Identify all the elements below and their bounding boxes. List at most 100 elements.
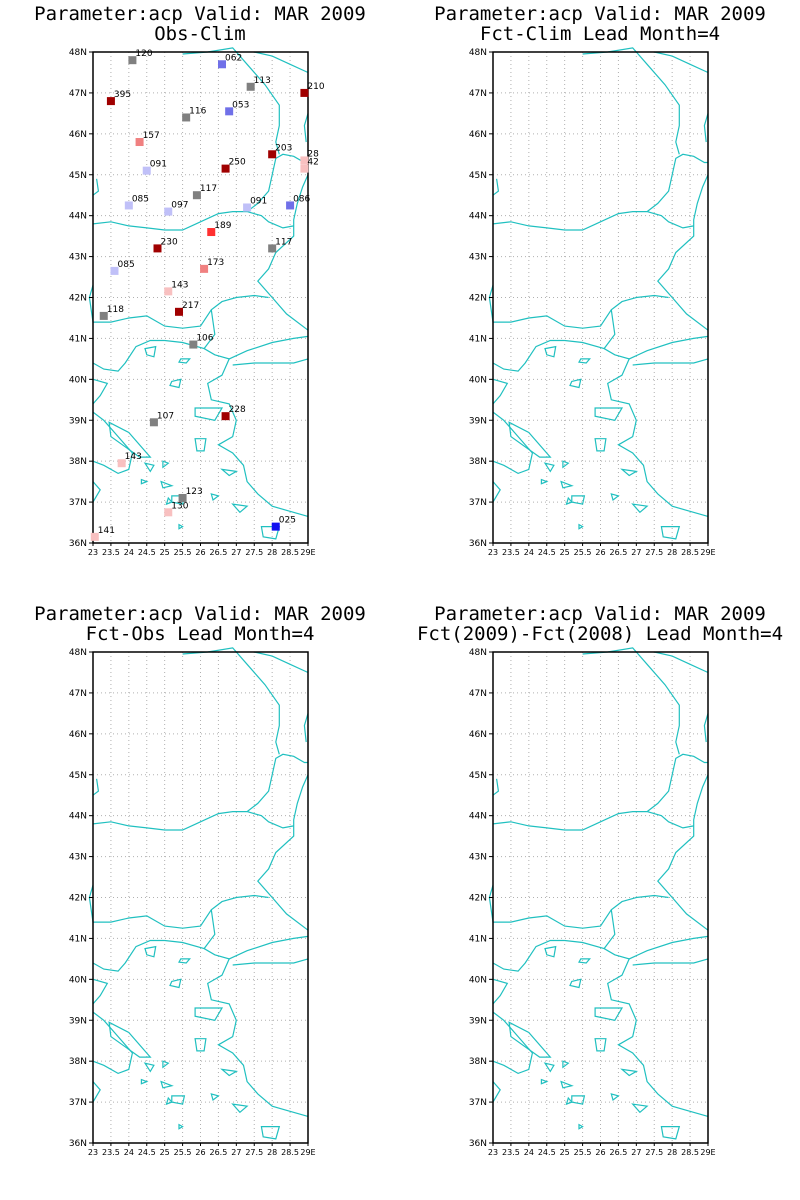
- lat-tick-label: 38N: [69, 457, 87, 467]
- station-marker: [221, 412, 230, 421]
- island-outline: [565, 496, 573, 506]
- island-outline: [571, 1095, 586, 1105]
- lat-tick-label: 38N: [469, 457, 487, 467]
- station-marker: [128, 56, 137, 65]
- island-outline: [578, 958, 592, 964]
- island-outline: [594, 407, 624, 421]
- coastline: [303, 713, 309, 743]
- station-marker: [286, 201, 295, 210]
- coastline: [657, 774, 709, 931]
- station-value-label: 130: [171, 501, 188, 511]
- island-outline: [140, 1078, 149, 1085]
- station-marker: [164, 207, 173, 216]
- lat-tick-label: 41N: [69, 334, 87, 344]
- station-value-label: 230: [161, 237, 178, 247]
- map-canvas: 48N47N46N45N44N43N42N41N40N39N38N37N36N2…: [469, 647, 716, 1157]
- map-panel-obs-clim: Parameter:acp Valid: MAR 2009 Obs-Clim 4…: [0, 0, 400, 600]
- lon-tick-label: 24: [124, 548, 134, 557]
- lat-tick-label: 36N: [69, 539, 87, 549]
- station-marker: [142, 166, 151, 175]
- map-canvas: 48N47N46N45N44N43N42N41N40N39N38N37N36N2…: [469, 47, 716, 557]
- lat-tick-label: 44N: [69, 212, 87, 222]
- lat-tick-label: 37N: [469, 1098, 487, 1108]
- lat-tick-label: 48N: [469, 648, 487, 658]
- station-marker: [207, 228, 216, 237]
- coastline: [228, 935, 309, 960]
- station-marker: [300, 156, 309, 165]
- coastline: [93, 294, 269, 329]
- lat-tick-label: 46N: [69, 730, 87, 740]
- island-outline: [543, 1062, 555, 1073]
- lon-tick-label: 26.5: [610, 1148, 628, 1157]
- lat-tick-label: 46N: [469, 730, 487, 740]
- lon-tick-label: 27: [231, 1148, 241, 1157]
- island-outline: [220, 468, 239, 477]
- island-outline: [194, 1007, 224, 1021]
- station-marker: [164, 287, 173, 296]
- lon-tick-label: 24: [124, 1148, 134, 1157]
- lon-tick-label: 26.5: [210, 1148, 228, 1157]
- station-value-label: 053: [232, 100, 249, 110]
- island-outline: [194, 407, 224, 421]
- lon-tick-label: 29E: [700, 1148, 715, 1157]
- lat-tick-label: 42N: [469, 894, 487, 904]
- station-value-label: 123: [186, 487, 203, 497]
- island-outline: [231, 503, 249, 514]
- coastline: [628, 335, 709, 360]
- lat-tick-label: 43N: [469, 253, 487, 263]
- coastline: [632, 958, 709, 966]
- island-outline: [560, 480, 574, 489]
- coastline: [582, 647, 680, 755]
- lat-tick-label: 43N: [69, 253, 87, 263]
- panel-title: Parameter:acp Valid: MAR 2009: [34, 3, 366, 25]
- coastline: [182, 647, 280, 755]
- coastline: [654, 651, 709, 674]
- station-value-label: 107: [157, 411, 174, 421]
- lat-tick-label: 43N: [69, 853, 87, 863]
- lat-tick-label: 47N: [69, 689, 87, 699]
- island-outline: [620, 468, 639, 477]
- island-outline: [631, 503, 649, 514]
- coastlines: [88, 647, 309, 1140]
- lat-tick-label: 41N: [469, 334, 487, 344]
- station-value-label: 141: [98, 526, 115, 536]
- island-outline: [544, 345, 557, 358]
- island-outline: [508, 1021, 552, 1058]
- lat-tick-label: 38N: [469, 1057, 487, 1067]
- island-outline: [610, 1093, 620, 1102]
- lon-tick-label: 23: [88, 1148, 98, 1157]
- island-outline: [540, 1078, 549, 1085]
- lat-tick-label: 39N: [469, 416, 487, 426]
- lat-tick-label: 43N: [469, 853, 487, 863]
- station-value-label: 097: [171, 201, 188, 211]
- lat-tick-label: 44N: [469, 812, 487, 822]
- coastline: [492, 378, 509, 405]
- station-value-label: 189: [214, 221, 231, 231]
- island-outline: [178, 523, 184, 530]
- island-outline: [108, 421, 152, 458]
- station-value-label: 091: [150, 160, 167, 170]
- island-outline: [162, 460, 170, 469]
- lat-tick-label: 39N: [69, 416, 87, 426]
- lon-tick-label: 26: [595, 548, 605, 557]
- island-outline: [144, 345, 157, 358]
- island-outline: [220, 1068, 239, 1077]
- lon-tick-label: 23: [88, 548, 98, 557]
- map-panel-fct-diff: Parameter:acp Valid: MAR 2009 Fct(2009)-…: [400, 600, 800, 1200]
- island-outline: [260, 1126, 281, 1140]
- coastline: [703, 113, 709, 143]
- station-marker: [90, 532, 99, 541]
- lat-tick-label: 46N: [469, 130, 487, 140]
- lat-tick-label: 41N: [69, 934, 87, 944]
- station-marker: [164, 508, 173, 517]
- coastlines: [488, 647, 709, 1140]
- lon-tick-label: 27.5: [645, 1148, 663, 1157]
- island-outline: [560, 1080, 574, 1089]
- station-marker: [192, 191, 201, 200]
- lat-tick-label: 38N: [69, 1057, 87, 1067]
- map-canvas: 48N47N46N45N44N43N42N41N40N39N38N37N36N2…: [69, 647, 316, 1157]
- coastline: [92, 178, 100, 196]
- coastline: [582, 47, 680, 155]
- station-value-label: 42: [307, 158, 318, 168]
- station-value-label: 113: [254, 76, 271, 86]
